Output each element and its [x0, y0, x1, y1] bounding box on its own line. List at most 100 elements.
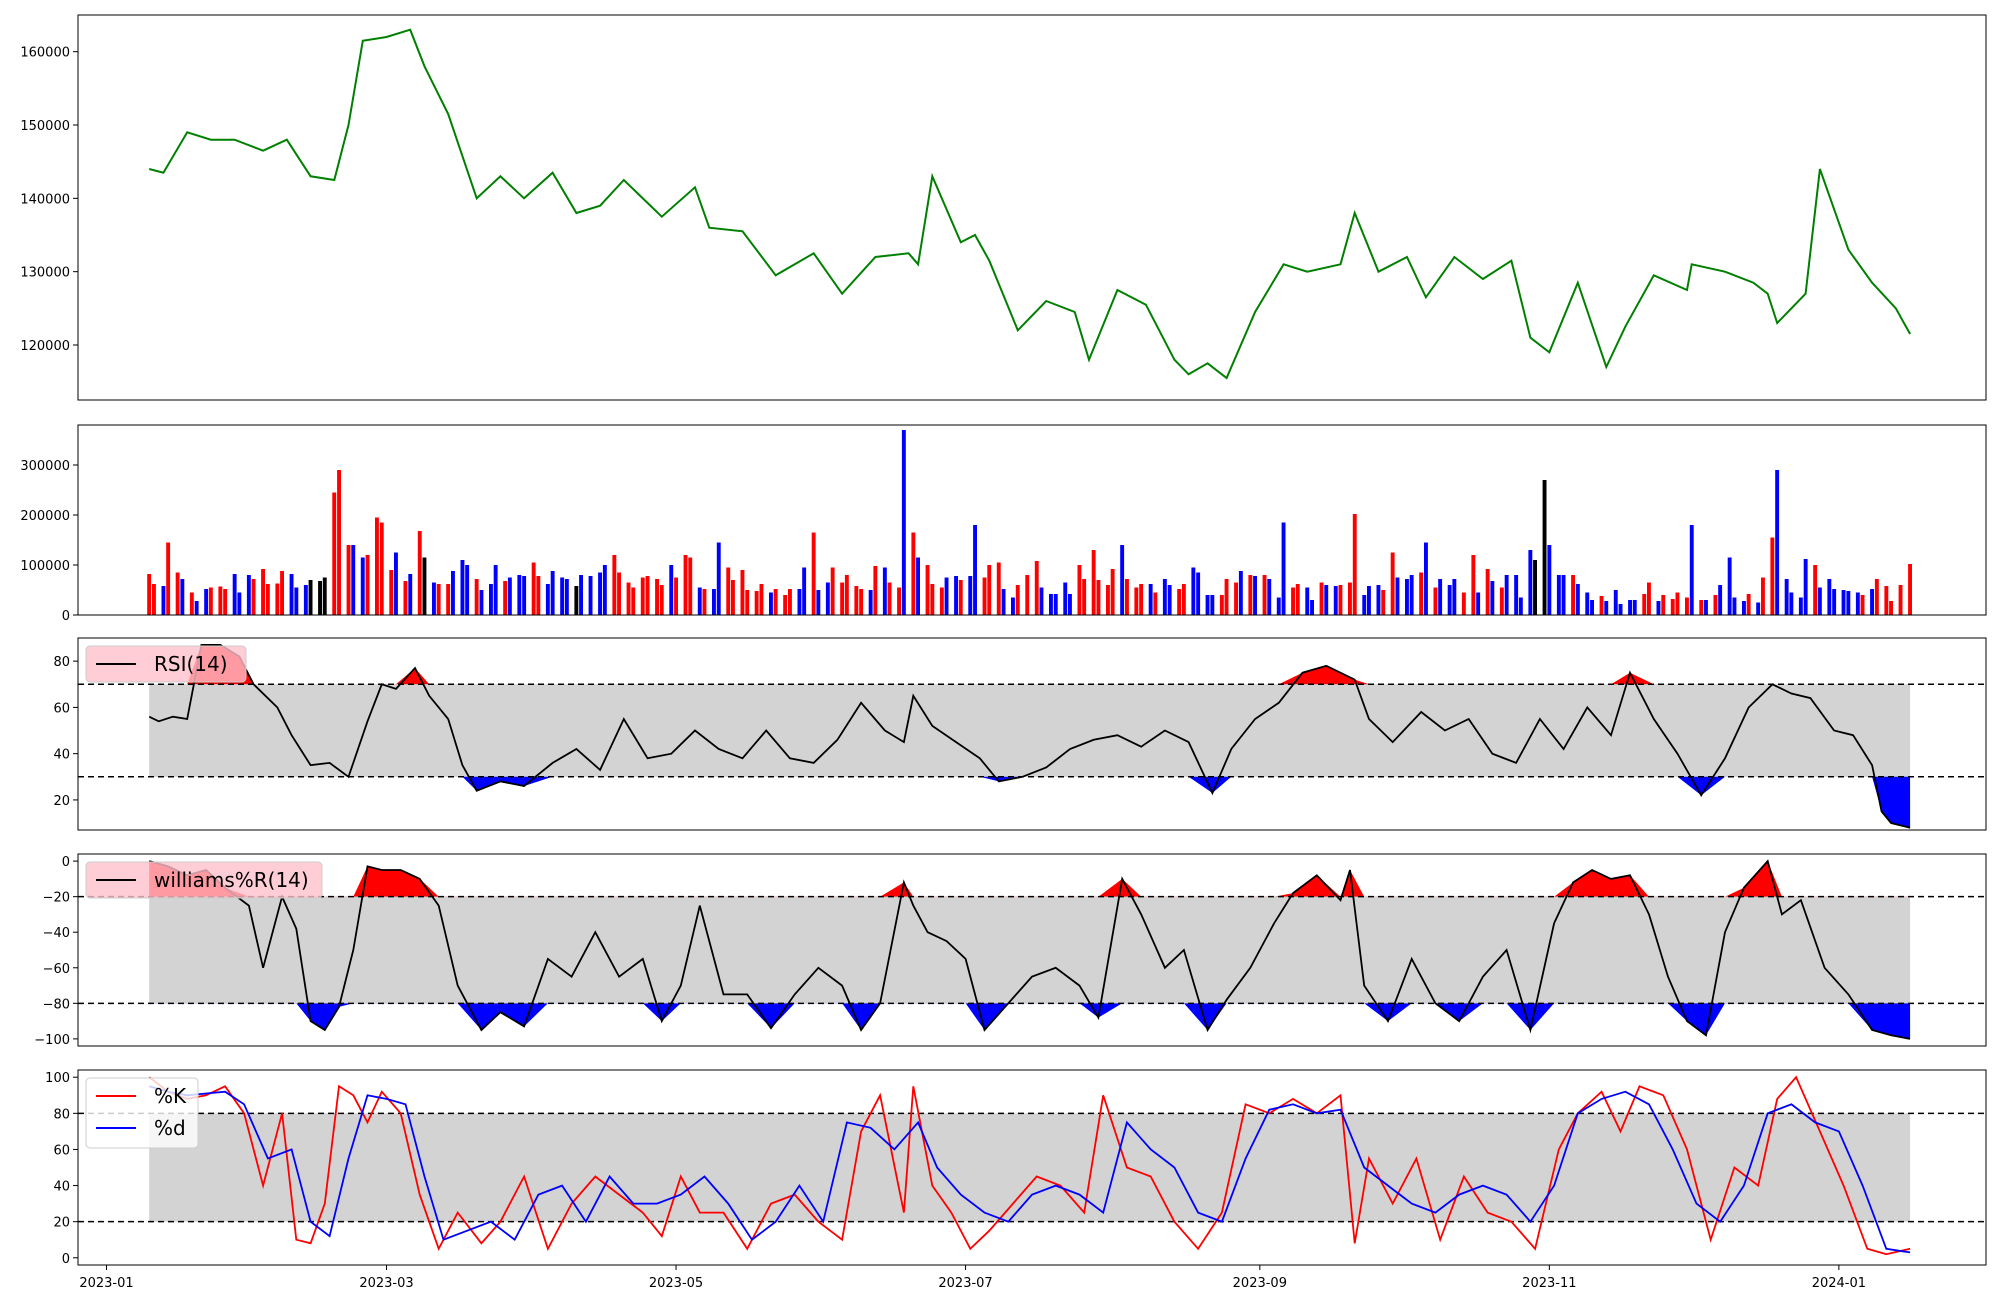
williams-legend-box: [85, 861, 323, 899]
volume-ytick-label: 200000: [20, 509, 70, 524]
volume-bar: [1699, 600, 1704, 615]
volume-bar: [897, 587, 901, 615]
williams-fills: [149, 861, 1911, 1039]
volume-bar: [1139, 584, 1144, 615]
volume-bar: [1798, 597, 1803, 615]
stochastic-band: [149, 1113, 1911, 1222]
rsi-legend-label: RSI(14): [154, 652, 228, 676]
volume-bar: [1148, 584, 1153, 615]
stochastic-legend-d-label: %d: [154, 1116, 186, 1140]
volume-bar: [365, 555, 370, 615]
volume-bar: [1855, 592, 1860, 615]
volume-bar: [1015, 585, 1020, 615]
volume-bar: [1841, 590, 1846, 615]
volume-bar: [1556, 575, 1561, 615]
volume-bar: [1518, 597, 1523, 615]
volume-bar: [1447, 585, 1452, 615]
volume-bar: [1011, 597, 1015, 615]
volume-bar: [1352, 514, 1357, 615]
volume-bar: [925, 565, 930, 615]
volume-bar: [783, 595, 788, 615]
volume-bar: [451, 571, 455, 615]
x-tick-label: 2023-11: [1522, 1276, 1576, 1291]
volume-bar: [265, 584, 270, 615]
volume-bar: [1761, 577, 1765, 615]
volume-bar: [1504, 575, 1509, 615]
volume-bar: [973, 525, 977, 615]
volume-bar: [460, 560, 465, 615]
volume-bar: [802, 567, 807, 615]
volume-bar: [1571, 575, 1575, 615]
volume-bar: [246, 575, 251, 615]
volume-bar: [507, 577, 512, 615]
rsi-ytick-label: 40: [53, 748, 70, 763]
stochastic-ytick-label: 20: [53, 1216, 70, 1231]
volume-bar: [825, 582, 830, 615]
volume-bar: [394, 552, 398, 615]
volume-bar: [982, 577, 987, 615]
volume-bar: [1789, 592, 1794, 615]
volume-bar: [1528, 550, 1533, 615]
volume-bar: [579, 575, 583, 615]
x-tick-label: 2023-07: [938, 1276, 992, 1291]
volume-bar: [788, 589, 792, 615]
volume-bar: [166, 542, 171, 615]
volume-bar: [1091, 550, 1096, 615]
williams-ytick-label: −40: [43, 926, 70, 941]
volume-bar: [237, 592, 242, 615]
volume-bar: [1106, 585, 1110, 615]
volume-bar: [436, 584, 441, 615]
williams-ytick-label: 0: [62, 855, 70, 870]
volume-bar: [1542, 480, 1547, 615]
volume-bar: [1001, 589, 1006, 615]
volume-bar: [1219, 595, 1224, 615]
volume-bar: [1238, 571, 1243, 615]
volume-bar: [901, 430, 906, 615]
stochastic-legend: %K %d: [85, 1077, 199, 1149]
volume-bar: [1096, 580, 1101, 615]
volume-bar: [626, 582, 631, 615]
volume-bar: [261, 569, 265, 615]
volume-bar: [1333, 586, 1338, 615]
rsi-legend-box: [85, 645, 247, 683]
volume-bar: [868, 590, 873, 615]
volume-bar: [337, 470, 341, 615]
volume-bar: [830, 567, 835, 615]
volume-bar: [318, 581, 322, 615]
volume-bar: [1063, 582, 1068, 615]
volume-bar: [1618, 604, 1623, 615]
x-tick-label: 2023-01: [79, 1276, 133, 1291]
volume-bar: [669, 565, 674, 615]
volume-bar: [564, 579, 569, 615]
volume-bar: [1039, 587, 1044, 615]
volume-bar: [1210, 595, 1215, 615]
volume-bar: [251, 579, 256, 615]
volume-bar: [531, 562, 536, 615]
x-tick-label: 2023-03: [359, 1276, 413, 1291]
rsi-ytick-label: 60: [53, 701, 70, 716]
price-ytick-label: 150000: [20, 119, 70, 134]
price-frame: [77, 14, 1987, 401]
volume-bar: [958, 580, 963, 615]
volume-ytick-label: 100000: [20, 559, 70, 574]
volume-bar: [536, 576, 541, 615]
rsi-line: [148, 644, 1911, 829]
price-ytick-label: 140000: [20, 192, 70, 207]
volume-bar: [194, 601, 199, 615]
stochastic-ytick-label: 80: [53, 1107, 70, 1122]
volume-bar: [1291, 587, 1295, 615]
volume-bar: [1390, 552, 1395, 615]
volume-bar: [702, 589, 707, 615]
volume-bar: [1305, 587, 1310, 615]
volume-bar: [1742, 601, 1746, 615]
volume-bar: [797, 589, 802, 615]
x-axis: 2023-01 2023-03 2023-05 2023-07 2023-09 2023-…: [79, 1265, 1866, 1291]
volume-bar: [754, 591, 759, 615]
volume-panel: 0 100000 200000 300000: [20, 424, 1987, 624]
volume-bar: [1599, 596, 1604, 615]
williams-y-axis: −100 −80 −60 −40 −20 0: [34, 855, 78, 1048]
volume-bar: [218, 586, 223, 615]
volume-bar: [1234, 582, 1238, 615]
williams-legend: williams%R(14): [85, 861, 323, 899]
